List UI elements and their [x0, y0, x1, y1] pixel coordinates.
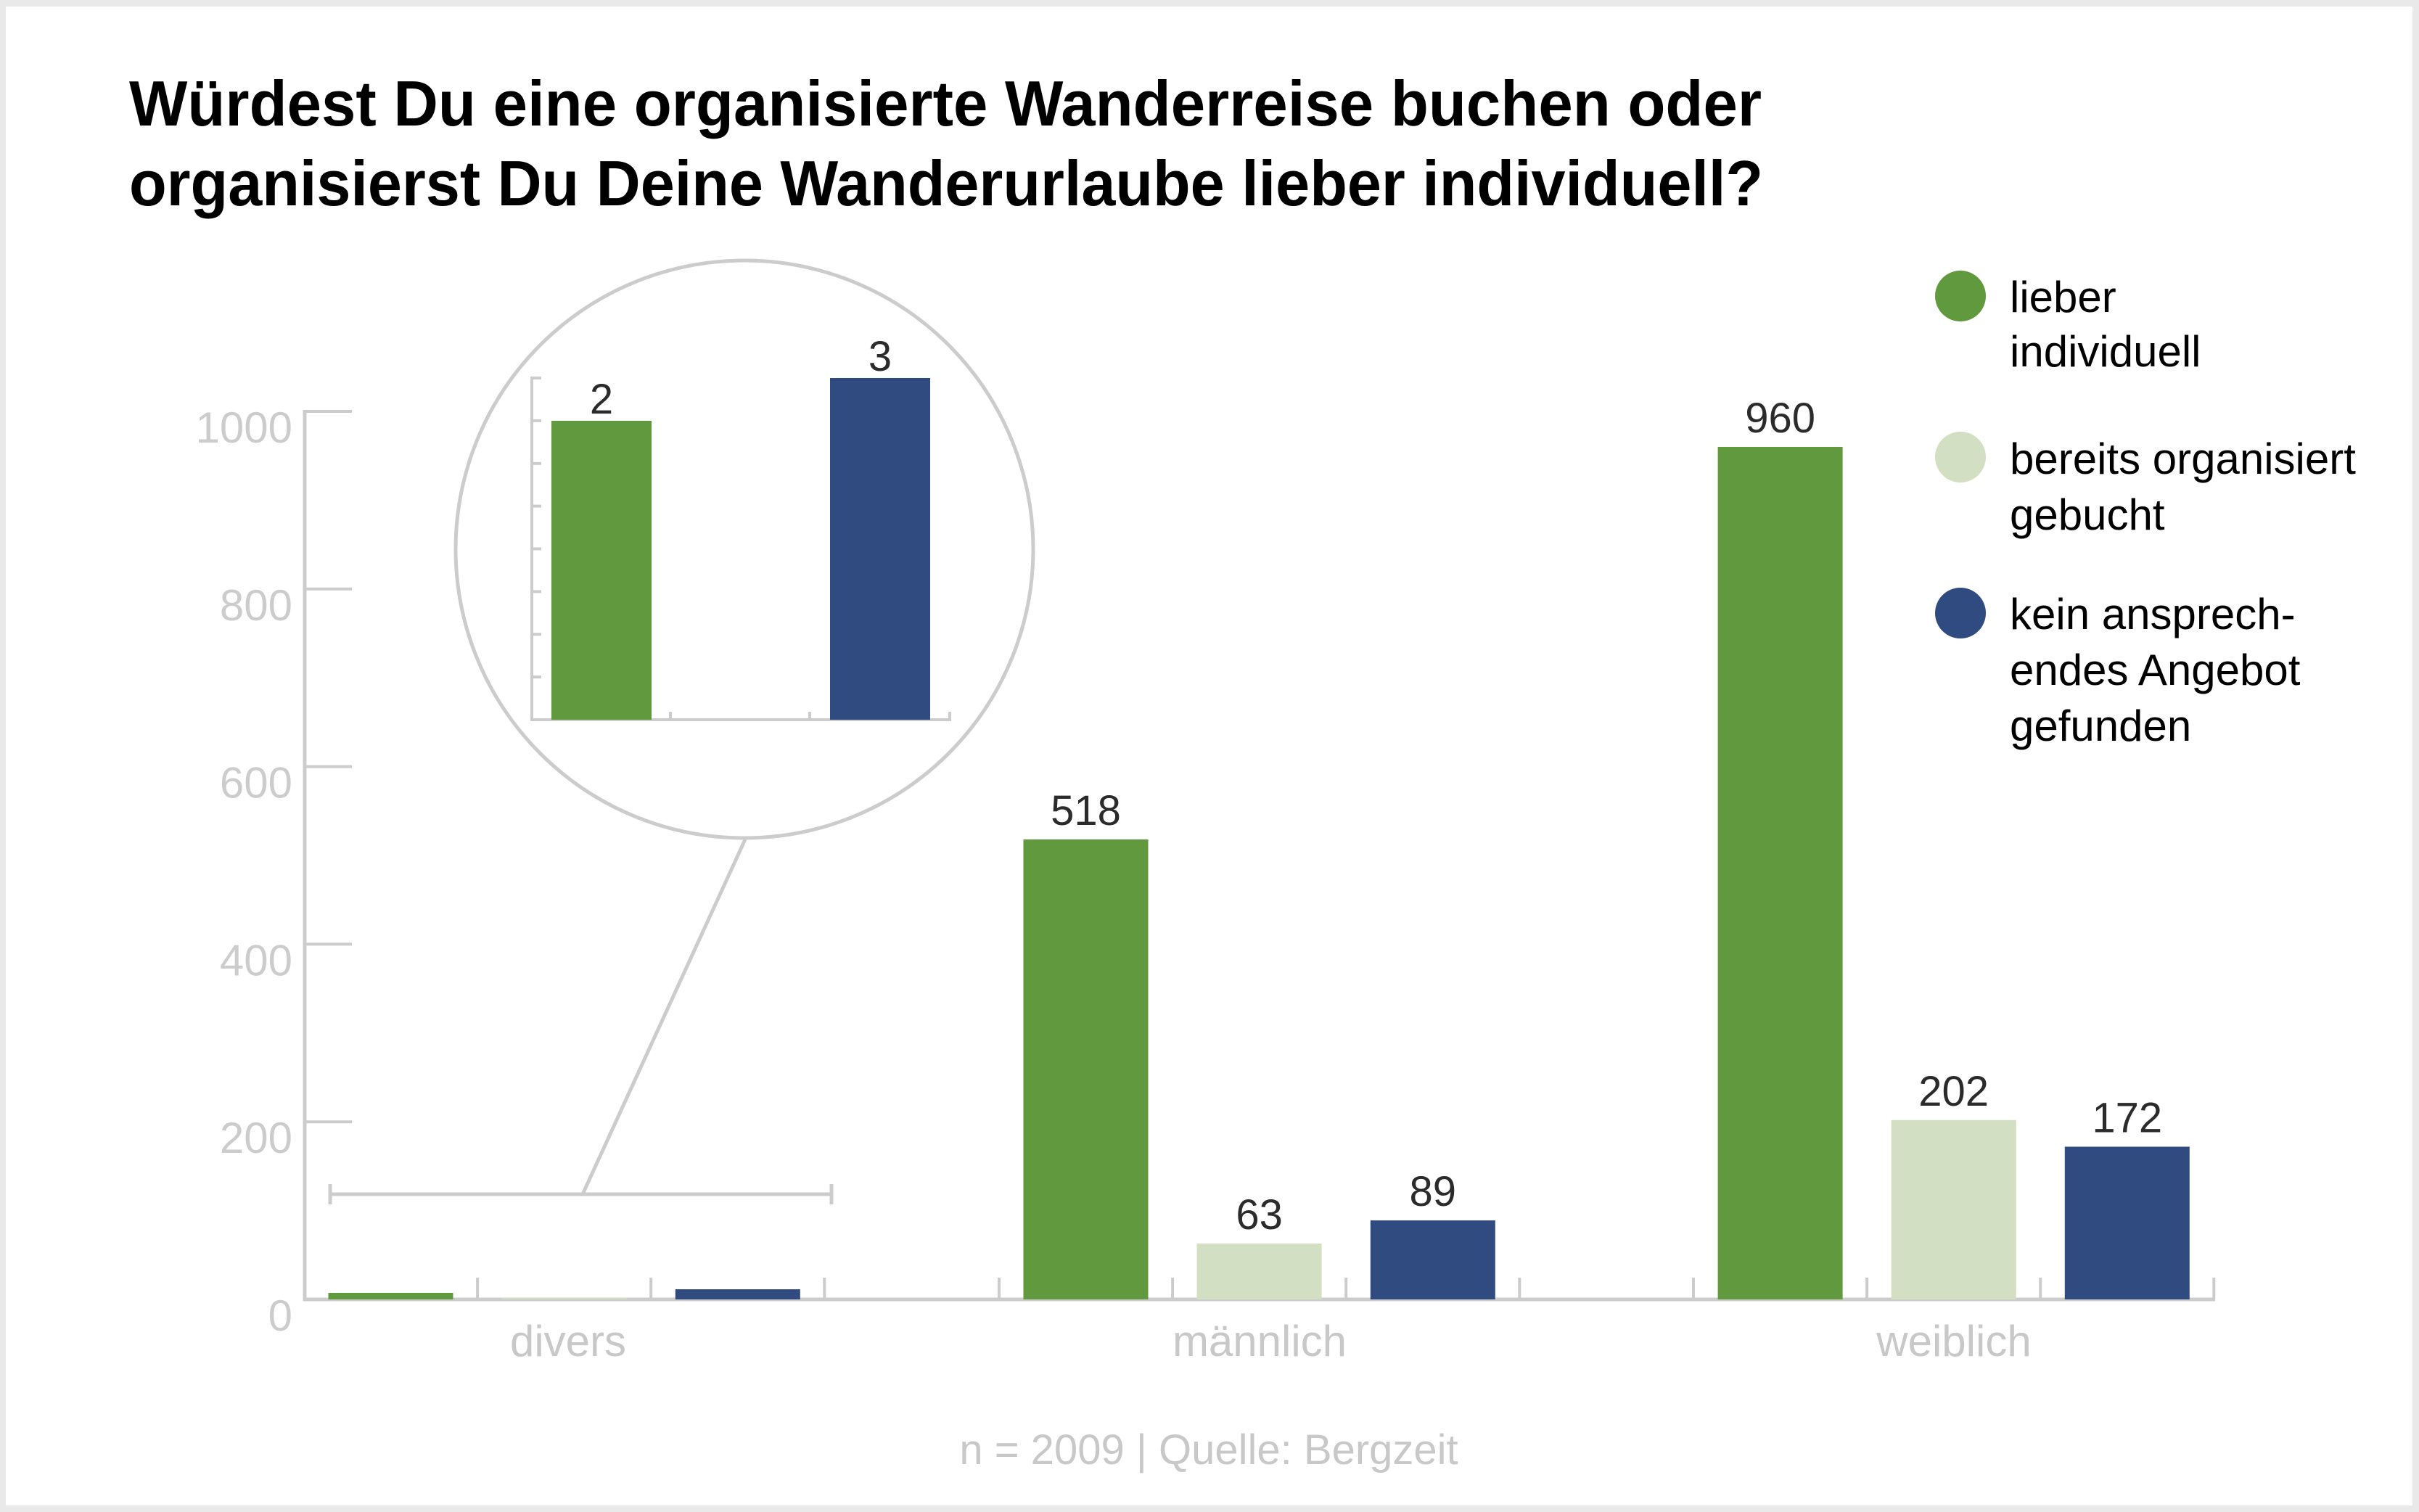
y-tick-label-200: 200 — [220, 1114, 292, 1162]
legend-item-bereits-organisiert-gebucht: bereits organisiert gebucht — [1935, 432, 2356, 539]
category-label-weiblich: weiblich — [1876, 1317, 2031, 1365]
value-label-weiblich-bereits-organisiert-gebucht: 202 — [1918, 1068, 1989, 1115]
legend: lieber individuell bereits organisiert g… — [1935, 271, 2356, 750]
inset-bar-lieber-individuell — [551, 421, 652, 720]
magnifier-circle — [453, 258, 1035, 840]
chart-title: Würdest Du eine organisierte Wanderreise… — [129, 67, 1763, 219]
category-label-maennlich: männlich — [1172, 1317, 1347, 1365]
bar-divers-kein-ansprechendes-angebot-gefunden — [675, 1289, 800, 1299]
bar-divers-bereits-organisiert-gebucht — [501, 1298, 627, 1299]
inset-value-label-kein-ansprechendes-angebot-gefunden: 3 — [868, 333, 892, 380]
legend-swatch-bereits-organisiert-gebucht — [1935, 432, 1986, 482]
y-tick-label-400: 400 — [220, 936, 292, 985]
inset-bars: 23 — [551, 333, 930, 720]
bar-maennlich-lieber-individuell — [1023, 839, 1149, 1299]
inset-bar-kein-ansprechendes-angebot-gefunden — [830, 378, 930, 720]
legend-label-line: gebucht — [2010, 490, 2165, 539]
y-tick-label-800: 800 — [220, 581, 292, 630]
y-axis: 0 200 400 600 800 1000 — [196, 403, 352, 1340]
value-label-weiblich-kein-ansprechendes-angebot-gefunden: 172 — [2092, 1095, 2162, 1142]
value-label-maennlich-bereits-organisiert-gebucht: 63 — [1236, 1191, 1283, 1238]
category-label-divers: divers — [510, 1317, 626, 1365]
bar-maennlich-kein-ansprechendes-angebot-gefunden — [1370, 1220, 1495, 1299]
legend-swatch-kein-ansprechendes-angebot — [1935, 588, 1986, 638]
legend-label-line: gefunden — [2010, 702, 2191, 750]
legend-label-line: bereits organisiert — [2010, 435, 2356, 483]
value-label-maennlich-kein-ansprechendes-angebot-gefunden: 89 — [1410, 1168, 1457, 1215]
y-tick-label-0: 0 — [268, 1291, 292, 1340]
zoom-connector-line — [580, 838, 747, 1196]
magnifier-inset: 23 — [453, 258, 1035, 840]
legend-label-line: kein ansprech- — [2010, 590, 2296, 638]
y-tick-label-600: 600 — [220, 759, 292, 808]
legend-label-line: lieber — [2010, 273, 2116, 321]
legend-label-line: individuell — [2010, 327, 2201, 376]
title-line-2: organisierst Du Deine Wanderurlaube lieb… — [129, 147, 1763, 219]
value-labels: 518 63 89 960 202 172 — [1051, 395, 2162, 1238]
legend-item-kein-ansprechendes-angebot: kein ansprech- endes Angebot gefunden — [1935, 588, 2301, 750]
zoom-bracket — [328, 838, 834, 1204]
bar-divers-lieber-individuell — [328, 1293, 453, 1299]
bar-weiblich-lieber-individuell — [1717, 447, 1843, 1299]
bar-maennlich-bereits-organisiert-gebucht — [1196, 1243, 1322, 1299]
legend-swatch-lieber-individuell — [1935, 271, 1986, 321]
legend-label-line: endes Angebot — [2010, 646, 2301, 694]
value-label-maennlich-lieber-individuell: 518 — [1051, 787, 1121, 834]
source-note: n = 2009 | Quelle: Bergzeit — [959, 1426, 1458, 1474]
value-label-weiblich-lieber-individuell: 960 — [1745, 395, 1815, 442]
bar-weiblich-bereits-organisiert-gebucht — [1891, 1119, 2016, 1299]
y-tick-label-1000: 1000 — [196, 403, 292, 452]
legend-item-lieber-individuell: lieber individuell — [1935, 271, 2201, 376]
category-labels: divers männlich weiblich — [510, 1317, 2032, 1365]
inset-ticks — [532, 377, 951, 720]
bar-weiblich-kein-ansprechendes-angebot-gefunden — [2064, 1146, 2190, 1299]
title-line-1: Würdest Du eine organisierte Wanderreise… — [129, 67, 1762, 139]
inset-value-label-lieber-individuell: 2 — [590, 376, 613, 423]
bars — [328, 447, 2190, 1299]
